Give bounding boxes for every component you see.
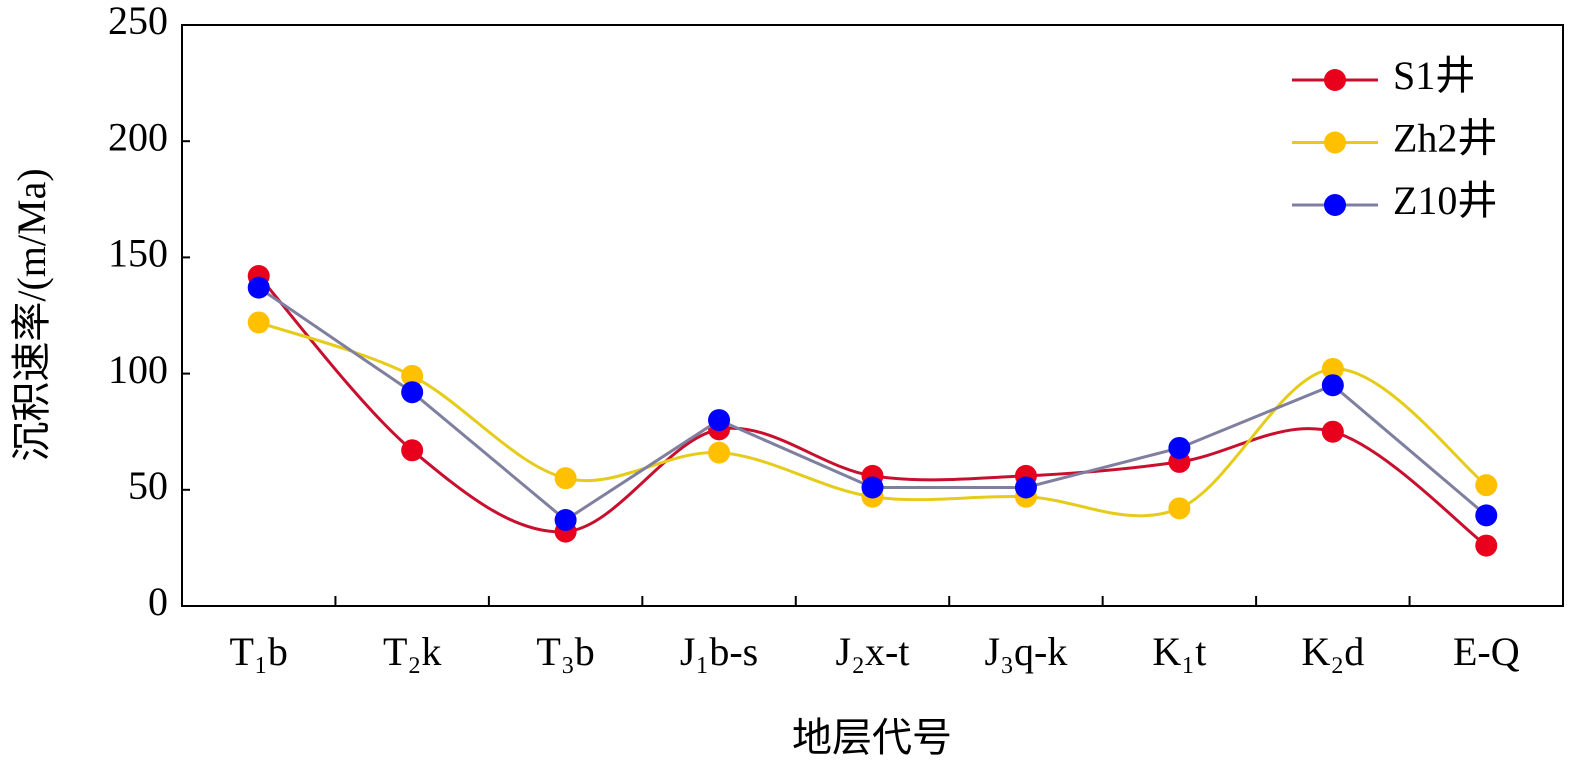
legend-marker (1324, 194, 1346, 216)
point (1014, 476, 1037, 499)
point (861, 476, 884, 499)
point (1475, 474, 1498, 497)
point (1321, 374, 1344, 397)
point (1321, 357, 1344, 380)
x-tick-label: J₃q-k (985, 629, 1068, 674)
point (401, 439, 424, 462)
point (1321, 420, 1344, 443)
point (708, 441, 731, 464)
x-tick-label: K₁t (1152, 629, 1206, 674)
legend-label: Z10井 (1393, 178, 1497, 223)
point (1168, 497, 1191, 520)
x-tick-label: K₂d (1301, 629, 1364, 674)
y-tick-label: 200 (108, 114, 168, 159)
legend-label: S1井 (1393, 53, 1475, 98)
x-tick-label: T₁b (230, 629, 288, 674)
y-tick-label: 50 (128, 463, 168, 508)
y-axis-label: 沉积速率/(m/Ma) (9, 168, 54, 461)
y-tick-label: 150 (108, 231, 168, 276)
x-tick-label: T₂k (383, 629, 441, 674)
point (247, 311, 270, 334)
point (554, 509, 577, 532)
point (247, 276, 270, 299)
legend-marker (1324, 131, 1346, 154)
y-tick-label: 250 (108, 0, 168, 43)
y-tick-label: 100 (108, 347, 168, 392)
point (401, 381, 424, 404)
x-tick-label: J₁b-s (680, 629, 758, 674)
series-line (257, 275, 1488, 547)
legend-marker (1324, 69, 1346, 91)
point (708, 409, 731, 432)
point (401, 364, 424, 387)
y-tick-label: 0 (148, 579, 168, 624)
point (1475, 504, 1498, 527)
point (554, 467, 577, 490)
x-tick-label: E-Q (1453, 629, 1520, 674)
x-tick-label: T₃b (536, 629, 594, 674)
plot-frame (181, 24, 1564, 607)
point (1475, 534, 1498, 557)
point (1168, 436, 1191, 459)
legend-label: Zh2井 (1393, 116, 1497, 161)
x-axis-label: 地层代号 (792, 715, 952, 760)
x-tick-label: J₂x-t (836, 629, 910, 674)
